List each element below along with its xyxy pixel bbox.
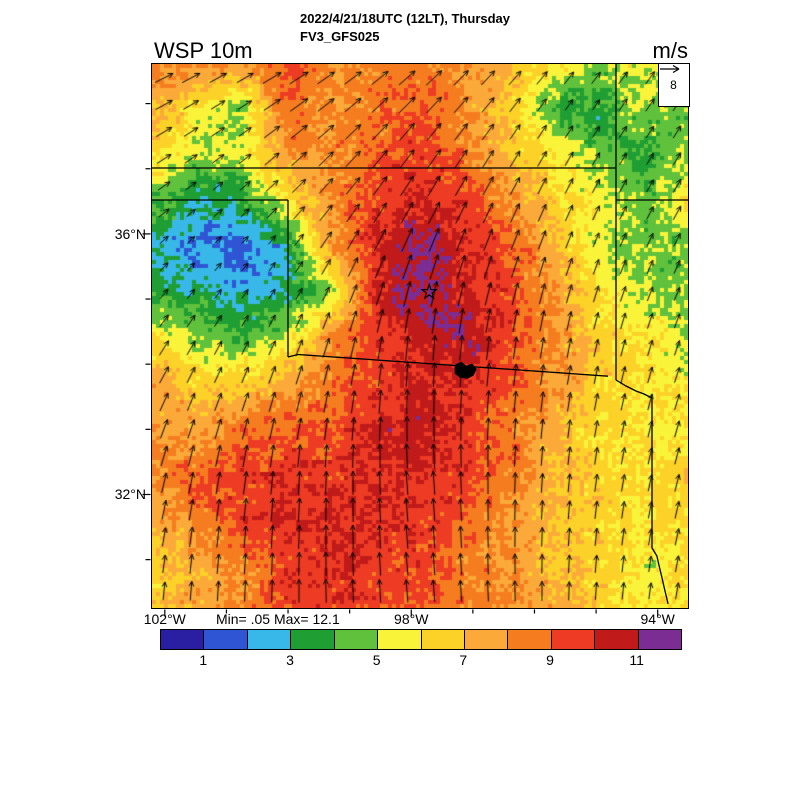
y-tick-label: 32°N (114, 486, 146, 503)
reference-arrow-icon (659, 64, 679, 73)
x-tick-label: 94°W (640, 611, 675, 627)
plot-title-block: 2022/4/21/18UTC (12LT), Thursday FV3_GFS… (300, 10, 510, 46)
colorbar-segment (508, 630, 552, 649)
valid-time-title: 2022/4/21/18UTC (12LT), Thursday (300, 11, 511, 26)
y-tick-label: 36°N (114, 225, 146, 242)
colorbar (160, 629, 682, 650)
colorbar-segment (334, 630, 379, 649)
colorbar-segment (161, 630, 205, 649)
colorbar-segment (378, 630, 422, 649)
map-area: 8 (151, 62, 690, 609)
min-max-label: Min= .05 Max= 12.1 (216, 611, 340, 627)
model-name: FV3_GFS025 (300, 29, 380, 44)
reference-vector-value: 8 (670, 77, 677, 92)
variable-label: WSP 10m (154, 38, 253, 63)
colorbar-tick-label: 1 (199, 652, 208, 668)
wind-arrows-canvas (152, 64, 688, 608)
colorbar-tick-label: 7 (459, 652, 468, 668)
colorbar-segment (204, 630, 248, 649)
units-label: m/s (652, 38, 688, 63)
colorbar-tick-label: 3 (286, 652, 294, 668)
x-tick-label: 98°W (394, 611, 429, 627)
colorbar-segment (595, 630, 639, 649)
reference-vector-box: 8 (657, 62, 690, 107)
x-tick-label: 102°W (143, 611, 186, 627)
colorbar-segment (638, 630, 682, 649)
colorbar-tick-label: 5 (372, 652, 381, 668)
colorbar-segment (291, 630, 335, 649)
colorbar-tick-label: 9 (546, 652, 554, 668)
colorbar-segment (421, 630, 465, 649)
colorbar-segment (464, 630, 509, 649)
colorbar-tick-label: 11 (629, 652, 644, 668)
colorbar-segment (551, 630, 596, 649)
colorbar-segment (247, 630, 292, 649)
